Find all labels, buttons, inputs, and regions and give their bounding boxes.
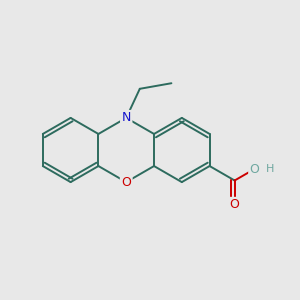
Text: O: O	[121, 176, 131, 189]
Text: N: N	[122, 111, 131, 124]
Text: H: H	[266, 164, 274, 174]
Text: O: O	[230, 198, 240, 211]
Text: O: O	[249, 163, 259, 176]
